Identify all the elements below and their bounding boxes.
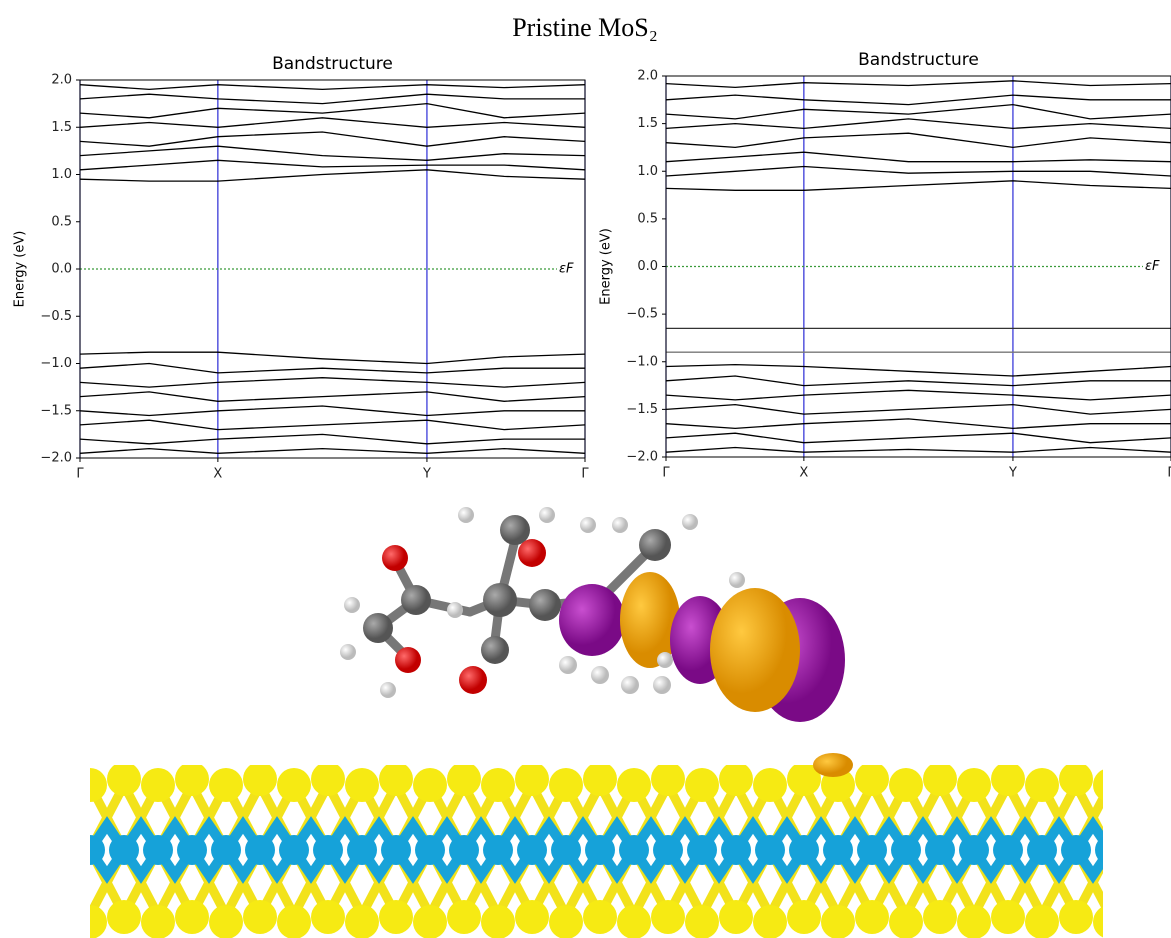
band [80,392,585,401]
x-tick-label: Y [1008,466,1017,481]
band [666,365,1171,376]
band [666,95,1171,105]
band [80,85,585,90]
band [666,448,1171,453]
x-tick-label: Y [422,467,431,482]
band [80,420,585,429]
band [80,170,585,181]
chart-title: Bandstructure [858,50,979,70]
band [666,167,1171,177]
x-tick-label: X [799,466,808,481]
band [80,378,585,387]
fermi-label: εF [559,262,574,277]
y-tick-label: −1.5 [40,403,72,418]
band [666,419,1171,429]
y-tick-label: 0.5 [51,214,72,229]
band-chart: Bandstructure Energy (eV) −2.0 −1.5 −1.0 −0.5… [599,50,1171,481]
band [666,105,1171,119]
y-axis-label: Energy (eV) [599,228,614,305]
x-tick-label: Γ [76,467,84,482]
band [80,94,585,103]
band [666,181,1171,191]
band [80,449,585,454]
y-tick-label: −0.5 [40,309,72,324]
band [666,119,1171,128]
band [80,146,585,160]
band [80,160,585,170]
band [666,81,1171,88]
y-tick-label: −1.0 [40,356,72,371]
band [666,433,1171,443]
fermi-label: εF [1145,259,1160,274]
chart-title: Bandstructure [272,54,393,74]
y-tick-label: −1.0 [626,354,658,369]
mos2-slab [90,753,1103,938]
charts: Bandstructure Energy (eV) −2.0 −1.5 −1.0 −0.5… [13,50,1171,482]
band [666,152,1171,162]
y-tick-label: 0.0 [51,262,72,277]
y-tick-label: −2.0 [626,450,658,465]
x-tick-label: Γ [662,466,670,481]
y-tick-label: 2.0 [637,69,658,84]
band [80,118,585,128]
band [80,352,585,363]
y-tick-label: 1.5 [637,116,658,131]
y-tick-label: 1.0 [51,167,72,182]
slab-lattice [90,765,1103,938]
band [80,364,585,373]
band [666,390,1171,400]
figure: Pristine MoS₂ Ba [0,0,1171,938]
y-tick-label: 1.5 [51,120,72,135]
y-tick-label: −1.5 [626,402,658,417]
page: Pristine MoS₂ Ba [0,0,1171,938]
y-tick-label: 0.5 [637,211,658,226]
figure-title: Pristine MoS₂ [512,13,658,42]
y-tick-label: −2.0 [40,451,72,466]
y-tick-label: 2.0 [51,73,72,88]
y-tick-label: 1.0 [637,164,658,179]
x-tick-label: Γ [1167,466,1171,481]
x-tick-label: X [213,467,222,482]
band [80,406,585,416]
y-tick-label: 0.0 [637,259,658,274]
y-axis-label: Energy (eV) [13,231,28,308]
y-tick-label: −0.5 [626,307,658,322]
band [80,434,585,443]
band [666,405,1171,415]
band [666,376,1171,386]
molecule [340,507,845,722]
band [80,132,585,146]
band [666,133,1171,147]
x-tick-label: Γ [581,467,589,482]
orbital-lobe [813,753,853,777]
band-chart: Bandstructure Energy (eV) −2.0 −1.5 −1.0 −0.5… [13,54,590,482]
band [80,104,585,118]
